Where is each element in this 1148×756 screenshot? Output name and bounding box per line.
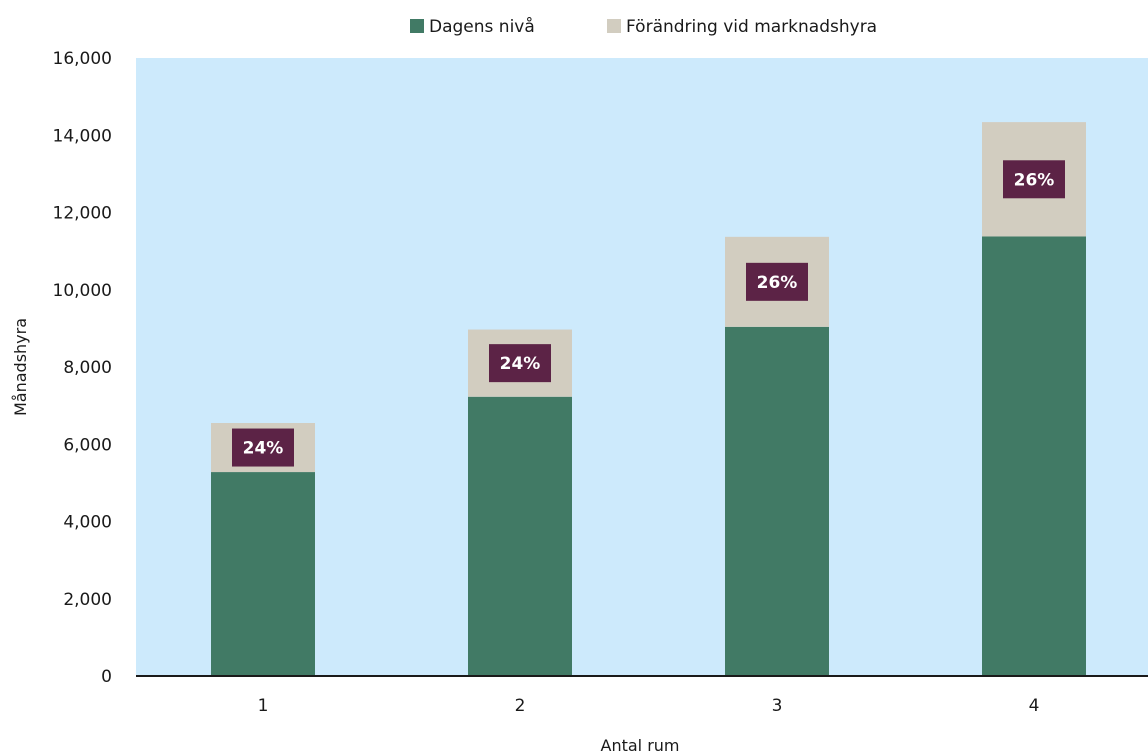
y-tick-label: 8,000 — [63, 358, 112, 378]
legend-swatch-dagens-niva — [410, 19, 424, 33]
data-label: 26% — [1014, 170, 1055, 190]
y-tick-label: 16,000 — [53, 49, 112, 69]
data-label-box — [489, 344, 551, 383]
y-tick-label: 10,000 — [53, 281, 112, 301]
bar-dagens-niva — [982, 236, 1086, 676]
bar-dagens-niva — [211, 472, 315, 676]
x-axis-tick-labels: 1 2 3 4 — [258, 696, 1040, 716]
y-tick-label: 12,000 — [53, 204, 112, 224]
legend-label-dagens-niva: Dagens nivå — [429, 16, 535, 37]
x-tick-label: 3 — [772, 696, 783, 716]
legend-swatch-forandring — [607, 19, 621, 33]
legend-label-forandring: Förändring vid marknadshyra — [626, 17, 877, 37]
x-tick-label: 2 — [515, 696, 526, 716]
data-label-box — [1003, 160, 1065, 199]
data-label-box — [746, 262, 808, 301]
bar-dagens-niva — [725, 326, 829, 676]
bars — [211, 122, 1086, 676]
y-tick-label: 4,000 — [63, 513, 112, 533]
y-axis-tick-labels: 0 2,000 4,000 6,000 8,000 10,000 12,000 14,000 1… — [53, 49, 112, 687]
data-label: 24% — [500, 354, 541, 374]
y-tick-label: 6,000 — [63, 435, 112, 455]
y-tick-label: 0 — [101, 667, 112, 687]
data-label: 24% — [243, 439, 284, 459]
legend: Dagens nivå Förändring vid marknadshyra — [410, 16, 877, 37]
bar-dagens-niva — [468, 396, 572, 676]
data-label-box — [232, 428, 294, 467]
data-label: 26% — [757, 273, 798, 293]
x-tick-label: 4 — [1029, 696, 1040, 716]
data-labels: 24% 24% 26% 26% — [232, 160, 1065, 467]
x-axis-title: Antal rum — [601, 736, 680, 755]
x-tick-label: 1 — [258, 696, 269, 716]
y-tick-label: 2,000 — [63, 590, 112, 610]
y-tick-label: 14,000 — [53, 126, 112, 146]
y-axis-title: Månadshyra — [11, 318, 30, 416]
